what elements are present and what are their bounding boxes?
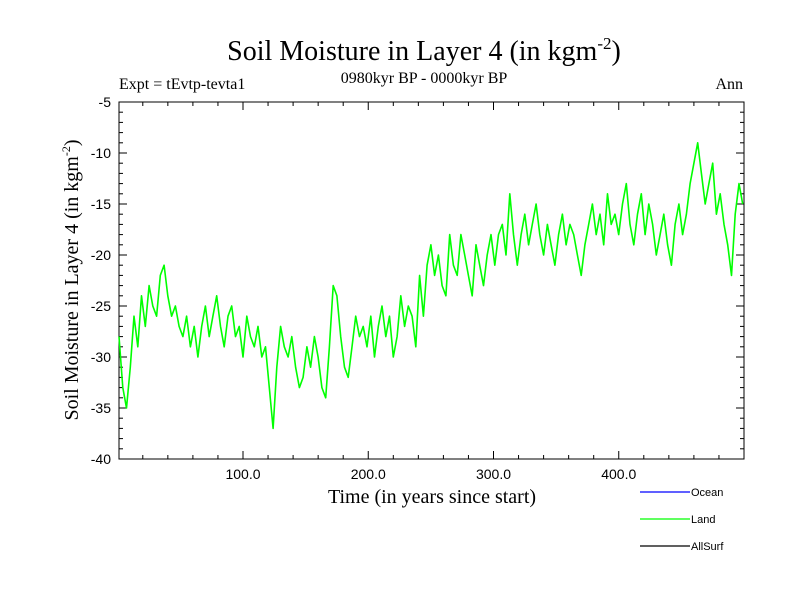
x-tick-label: 300.0 xyxy=(476,466,511,482)
y-tick-label: -40 xyxy=(91,451,111,467)
y-tick-label: -25 xyxy=(91,298,111,314)
y-tick-label: -35 xyxy=(91,400,111,416)
legend-label-land: Land xyxy=(691,514,715,526)
y-tick-label: -20 xyxy=(91,247,111,263)
x-tick-label: 200.0 xyxy=(351,466,386,482)
chart-title: Soil Moisture in Layer 4 (in kgm-2) xyxy=(227,34,621,67)
series-lines xyxy=(118,142,744,430)
x-axis-label: Time (in years since start) xyxy=(328,486,536,508)
axis-ticks xyxy=(119,101,745,460)
x-tick-labels: 100.0 200.0 300.0 400.0 xyxy=(225,466,636,482)
y-tick-label: -10 xyxy=(91,145,111,161)
x-tick-label: 100.0 xyxy=(225,466,260,482)
y-tick-label: -5 xyxy=(99,94,112,110)
time-range-label: 0980kyr BP - 0000kyr BP xyxy=(341,70,508,87)
experiment-label: Expt = tEvtp-tevta1 xyxy=(119,76,245,93)
legend-label-allsurf: AllSurf xyxy=(691,541,724,553)
y-tick-label: -15 xyxy=(91,196,111,212)
y-tick-labels: -40 -35 -30 -25 -20 -15 -10 -5 xyxy=(91,94,111,467)
legend-label-ocean: Ocean xyxy=(691,487,723,499)
plot-frame xyxy=(118,101,745,460)
series-line-land xyxy=(118,142,744,430)
x-tick-label: 400.0 xyxy=(601,466,636,482)
y-tick-label: -30 xyxy=(91,349,111,365)
y-axis-label: Soil Moisture in Layer 4 (in kgm-2) xyxy=(59,139,83,420)
legend: Ocean Land AllSurf xyxy=(640,487,724,553)
season-label: Ann xyxy=(715,76,743,93)
